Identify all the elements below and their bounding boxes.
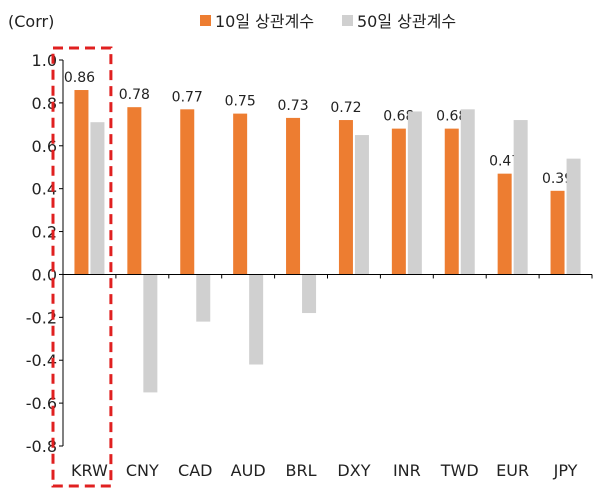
legend-label: 50일 상관계수 xyxy=(357,12,456,31)
bars: 0.86 0.78 0.77 0.75 0.73 0.72 0.68 0.68 0.47 0.39 xyxy=(64,70,581,393)
bar-50d xyxy=(513,120,528,275)
data-label: 0.68 xyxy=(383,109,414,125)
y-tick-label: -0.8 xyxy=(26,437,57,456)
bar-50d xyxy=(302,274,317,314)
legend: 10일 상관계수 50일 상관계수 xyxy=(200,12,456,31)
category-label: INR xyxy=(393,461,421,480)
data-label: 0.47 xyxy=(489,154,520,170)
data-label: 0.68 xyxy=(436,109,467,125)
y-tick-label: 1.0 xyxy=(32,51,57,70)
legend-swatch xyxy=(200,15,211,26)
y-tick-label: 0.2 xyxy=(32,223,57,242)
legend-swatch xyxy=(342,15,353,26)
bar-10d xyxy=(233,113,248,275)
category-label: JPY xyxy=(553,461,578,480)
data-label: 0.86 xyxy=(64,70,95,86)
category-label: BRL xyxy=(286,461,317,480)
bar-50d xyxy=(407,111,422,275)
y-tick-label: 0.4 xyxy=(32,180,57,199)
category-label: CNY xyxy=(126,461,159,480)
y-tick-label: 0.6 xyxy=(32,137,57,156)
data-label: 0.39 xyxy=(542,171,573,187)
bar-10d xyxy=(127,107,142,275)
bar-10d xyxy=(497,173,512,275)
data-label: 0.75 xyxy=(225,94,256,110)
bar-10d xyxy=(444,128,459,275)
category-label: AUD xyxy=(231,461,266,480)
category-label: EUR xyxy=(496,461,529,480)
y-tick-label: -0.2 xyxy=(26,308,57,327)
category-label: DXY xyxy=(337,461,370,480)
y-tick-label: -0.6 xyxy=(26,394,57,413)
category-label: TWD xyxy=(440,461,479,480)
y-tick-label: 0.0 xyxy=(32,265,57,284)
bar-50d xyxy=(143,274,158,393)
bar-10d xyxy=(338,120,353,275)
y-axis: 1.0 0.8 0.6 0.4 0.2 0.0 -0.2 -0.4 -0.6 -0.8 xyxy=(26,51,64,456)
y-axis-unit-label: (Corr) xyxy=(8,12,54,31)
data-label: 0.72 xyxy=(330,100,361,116)
category-label: CAD xyxy=(178,461,212,480)
y-tick-label: -0.4 xyxy=(26,351,57,370)
data-label: 0.77 xyxy=(172,89,203,105)
bar-50d xyxy=(566,158,581,275)
bar-10d xyxy=(74,90,89,275)
highlight-box xyxy=(51,46,113,488)
bar-10d xyxy=(550,190,565,275)
bar-50d xyxy=(196,274,211,322)
highlight-dashed-box xyxy=(51,46,113,488)
bar-50d xyxy=(460,109,475,275)
bar-10d xyxy=(286,117,301,275)
bar-50d xyxy=(249,274,264,365)
bar-50d xyxy=(354,135,369,275)
x-axis: KRW CNY CAD AUD BRL DXY INR TWD EUR JPY xyxy=(62,273,593,480)
bar-10d xyxy=(391,128,406,275)
bar-50d xyxy=(90,122,105,275)
bar-10d xyxy=(180,109,195,275)
y-tick-label: 0.8 xyxy=(32,94,57,113)
data-label: 0.73 xyxy=(277,98,308,114)
data-label: 0.78 xyxy=(119,87,150,103)
category-label: KRW xyxy=(71,461,108,480)
legend-label: 10일 상관계수 xyxy=(215,12,314,31)
